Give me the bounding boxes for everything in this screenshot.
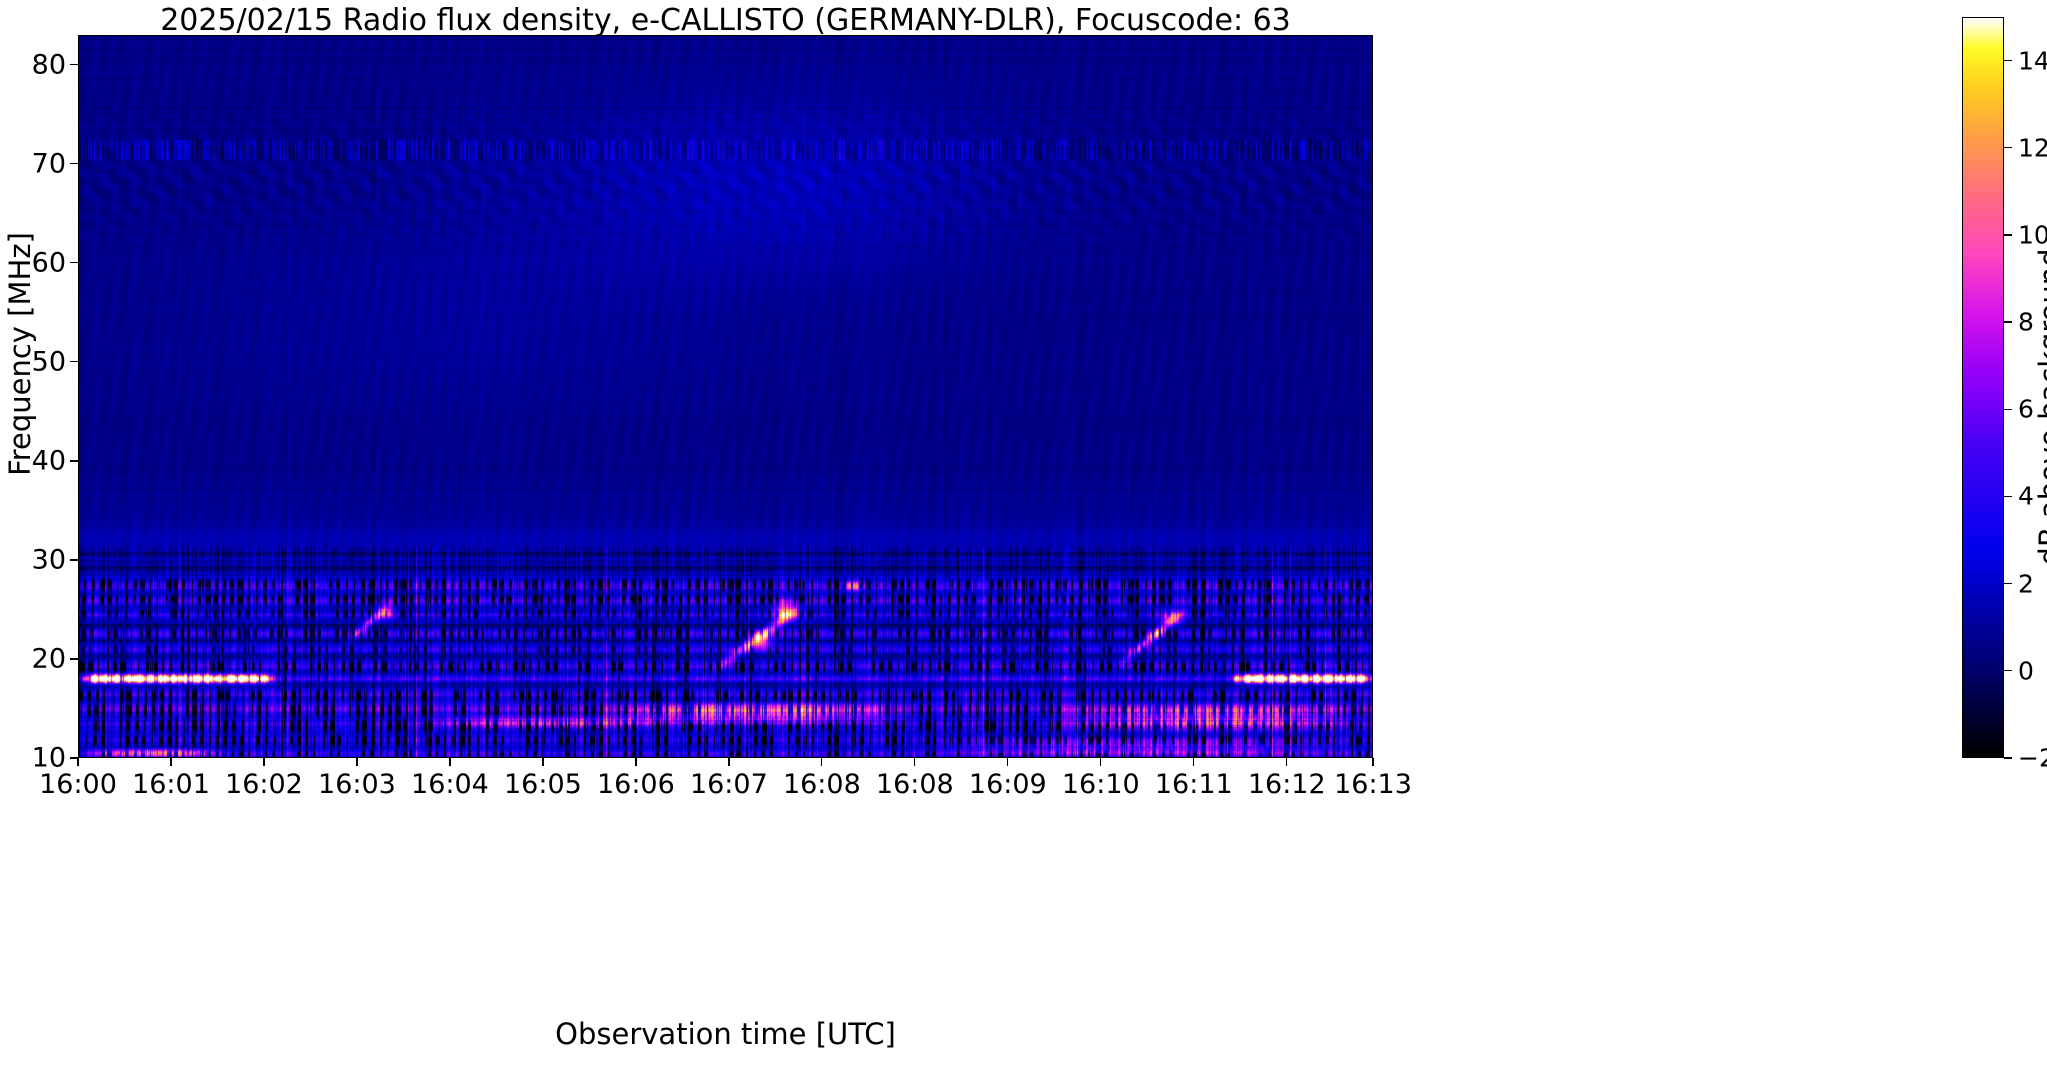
x-tick-label: 16:02 <box>225 769 303 800</box>
colorbar-tick-mark <box>2004 670 2012 672</box>
x-tick-mark <box>170 758 172 766</box>
x-tick-mark <box>1193 758 1195 766</box>
x-tick-mark <box>263 758 265 766</box>
y-tick-label: 60 <box>31 247 66 279</box>
x-tick-mark <box>1286 758 1288 766</box>
x-tick-label: 16:08 <box>875 769 954 800</box>
x-tick-label: 16:03 <box>318 769 396 800</box>
x-tick-label: 16:09 <box>968 769 1047 800</box>
y-tick-mark <box>70 559 78 561</box>
spectrogram-axes <box>78 35 1373 758</box>
y-tick-label: 70 <box>31 148 66 180</box>
x-tick-label: 16:01 <box>132 769 210 800</box>
colorbar-tick-label: −2 <box>2018 743 2047 773</box>
colorbar-tick-mark <box>2004 757 2012 759</box>
x-tick-mark <box>728 758 730 766</box>
y-tick-label: 80 <box>31 49 66 81</box>
x-tick-mark <box>449 758 451 766</box>
colorbar-label: dB above background <box>2033 248 2047 566</box>
x-tick-label: 16:12 <box>1247 769 1326 800</box>
x-tick-mark <box>914 758 916 766</box>
x-tick-mark <box>356 758 358 766</box>
colorbar-tick-mark <box>2004 147 2012 149</box>
x-tick-label: 16:13 <box>1334 769 1412 800</box>
colorbar-tick-mark <box>2004 59 2012 62</box>
y-tick-mark <box>70 163 78 165</box>
colorbar-tick-label: 6 <box>2018 394 2034 424</box>
colorbar: −2 0 2 4 6 8 10 12 14 <box>1962 17 2047 771</box>
y-tick-mark <box>70 262 78 264</box>
y-tick-mark <box>70 64 78 66</box>
colorbar-tick-mark <box>2004 582 2012 585</box>
x-axis-label: Observation time [UTC] <box>555 1017 896 1051</box>
x-tick-mark <box>1372 758 1374 766</box>
y-tick-label: 50 <box>31 346 66 378</box>
x-tick-mark <box>821 758 823 766</box>
y-tick-mark <box>70 658 78 660</box>
colorbar-tick-label: 0 <box>2018 656 2034 686</box>
y-tick-label: 30 <box>31 544 66 576</box>
colorbar-tick-mark <box>2004 495 2012 498</box>
y-tick-mark <box>70 757 78 759</box>
y-tick-label: 20 <box>31 643 66 675</box>
x-tick-mark <box>635 758 637 766</box>
x-tick-label: 16:10 <box>1061 769 1140 800</box>
colorbar-tick-label: 12 <box>2018 133 2047 163</box>
colorbar-tick-label: 14 <box>2018 46 2047 76</box>
colorbar-tick-label: 4 <box>2018 481 2034 511</box>
x-tick-label: 16:05 <box>503 769 582 800</box>
y-tick-label: 10 <box>31 742 66 774</box>
colorbar-gradient <box>1962 17 2004 758</box>
y-tick-label: 40 <box>31 445 66 477</box>
colorbar-tick-mark <box>2004 234 2012 236</box>
x-tick-mark <box>1007 758 1009 766</box>
x-tick-label: 16:11 <box>1154 769 1233 800</box>
y-tick-mark <box>70 460 78 462</box>
x-tick-mark <box>542 758 544 766</box>
x-tick-label: 16:00 <box>39 769 117 800</box>
y-tick-mark <box>70 361 78 363</box>
colorbar-canvas <box>1963 18 2003 757</box>
x-tick-label: 16:08 <box>782 769 861 800</box>
colorbar-tick-label: 10 <box>2018 220 2047 250</box>
colorbar-tick-label: 8 <box>2018 307 2034 337</box>
colorbar-tick-mark <box>2004 408 2012 410</box>
page-title: 2025/02/15 Radio flux density, e-CALLIST… <box>160 3 1291 38</box>
colorbar-tick-mark <box>2004 321 2012 323</box>
x-tick-label: 16:07 <box>689 769 768 800</box>
x-tick-mark <box>1100 758 1102 766</box>
spectrogram-image <box>79 36 1372 757</box>
x-tick-mark <box>77 758 79 766</box>
x-tick-label: 16:04 <box>411 769 489 800</box>
x-tick-label: 16:06 <box>596 769 675 800</box>
y-axis-label: Frequency [MHz] <box>3 232 37 476</box>
colorbar-tick-label: 2 <box>2018 569 2034 599</box>
